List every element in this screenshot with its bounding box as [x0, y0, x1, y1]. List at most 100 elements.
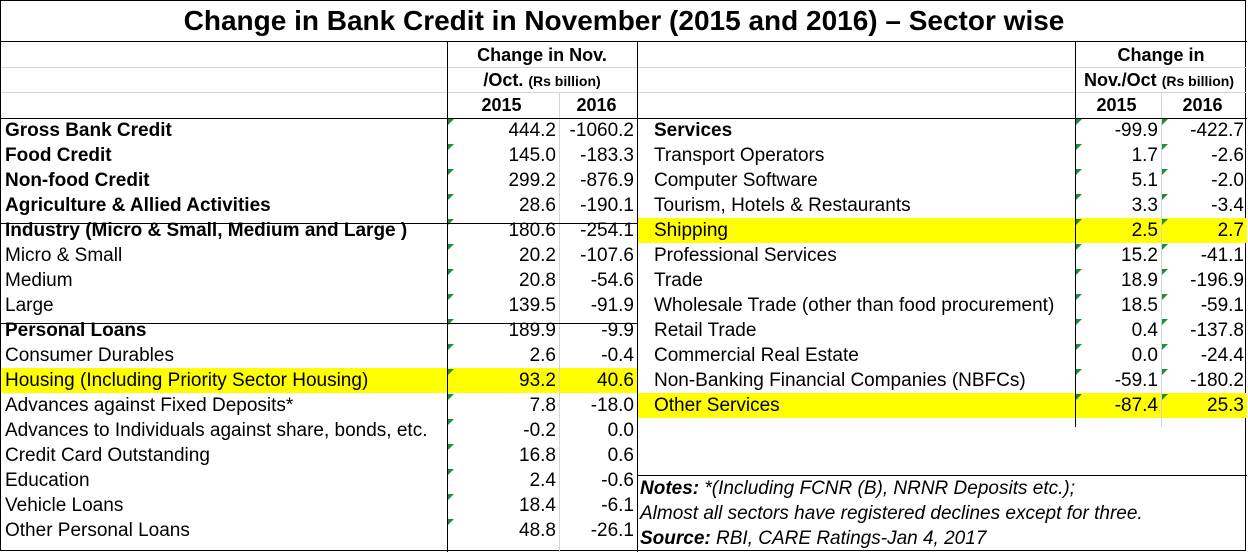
- grid-line: [559, 92, 560, 118]
- cell-marker-icon: [448, 194, 454, 200]
- section-border: [1, 323, 637, 324]
- cell-marker-icon: [448, 344, 454, 350]
- value-2015: 2.6: [529, 345, 556, 366]
- right-header-line2-main: Nov./Oct: [1083, 70, 1157, 90]
- value-2015: 2.4: [529, 470, 556, 491]
- cell-marker-icon: [1162, 394, 1168, 400]
- cell-marker-icon: [1162, 369, 1168, 375]
- table-title: Change in Bank Credit in November (2015 …: [1, 1, 1247, 42]
- cell-marker-icon: [1162, 319, 1168, 325]
- table-row-label: Other Personal Loans: [5, 520, 190, 541]
- table-row-label: Education: [5, 470, 90, 491]
- table-row-label: Commercial Real Estate: [654, 345, 859, 366]
- left-header-unit: (Rs billion): [528, 73, 601, 89]
- table-row-label: Housing (Including Priority Sector Housi…: [1, 368, 447, 393]
- cell-marker-icon: [448, 119, 454, 125]
- right-header-line2: Nov./Oct (Rs billion): [1071, 67, 1247, 93]
- cell-marker-icon: [1076, 244, 1082, 250]
- value-2015: -59.1: [1114, 370, 1158, 391]
- value-2015: 48.8: [519, 520, 556, 541]
- cell-marker-icon: [1076, 344, 1082, 350]
- cell-marker-icon: [1076, 394, 1082, 400]
- cell-marker-icon: [448, 169, 454, 175]
- cell-marker-icon: [448, 319, 454, 325]
- notes-line-1: Notes: *(Including FCNR (B), NRNR Deposi…: [637, 476, 1075, 501]
- notes-text-1: *(Including FCNR (B), NRNR Deposits etc.…: [704, 478, 1075, 499]
- cell-marker-icon: [1076, 319, 1082, 325]
- value-2015: -0.2: [523, 420, 556, 441]
- column-border: [1075, 41, 1076, 427]
- cell-marker-icon: [1076, 269, 1082, 275]
- value-2016: -6.1: [601, 495, 634, 516]
- grid-line: [1, 92, 1247, 93]
- value-2015: 28.6: [519, 195, 556, 216]
- cell-marker-icon: [448, 144, 454, 150]
- section-border: [1, 223, 637, 224]
- value-2015: 18.4: [519, 495, 556, 516]
- value-2016: -54.6: [590, 270, 634, 291]
- cell-marker-icon: [448, 244, 454, 250]
- value-2016: 0.0: [607, 420, 634, 441]
- value-2016: -59.1: [1200, 295, 1244, 316]
- value-2015: 139.5: [508, 295, 556, 316]
- value-2016: -26.1: [590, 520, 634, 541]
- value-2015: 444.2: [508, 120, 556, 141]
- table-row-label: Personal Loans: [5, 320, 147, 341]
- value-2016: -254.1: [580, 220, 634, 241]
- value-2016: -183.3: [580, 145, 634, 166]
- value-2015: 93.2: [447, 368, 559, 393]
- section-border: [637, 475, 1247, 476]
- value-2016: 25.3: [1161, 393, 1247, 418]
- value-2015: 16.8: [519, 445, 556, 466]
- source-label: Source:: [640, 528, 711, 549]
- cell-marker-icon: [448, 369, 454, 375]
- table-row-label: Computer Software: [654, 170, 818, 191]
- table-row-label: Transport Operators: [654, 145, 825, 166]
- cell-marker-icon: [448, 519, 454, 525]
- value-2016: -2.0: [1211, 170, 1244, 191]
- grid-line: [1161, 92, 1162, 118]
- table-row-label: Trade: [654, 270, 703, 291]
- section-border: [1, 118, 637, 119]
- value-2015: 20.8: [519, 270, 556, 291]
- value-2016: -91.9: [590, 295, 634, 316]
- cell-marker-icon: [448, 494, 454, 500]
- value-2016: -0.6: [601, 470, 634, 491]
- cell-marker-icon: [1076, 369, 1082, 375]
- table-row-label: Services: [654, 120, 733, 141]
- value-2015: 3.3: [1131, 195, 1158, 216]
- notes-line-3: Source: RBI, CARE Ratings-Jan 4, 2017: [637, 526, 986, 551]
- cell-marker-icon: [1162, 269, 1168, 275]
- grid-line: [559, 118, 560, 552]
- value-2016: 0.6: [607, 445, 634, 466]
- cell-marker-icon: [1162, 294, 1168, 300]
- value-2015: 189.9: [508, 320, 556, 341]
- value-2015: 0.0: [1131, 345, 1158, 366]
- table-row-label: Micro & Small: [5, 245, 123, 266]
- cell-marker-icon: [448, 269, 454, 275]
- value-2016: -1060.2: [569, 120, 634, 141]
- value-2016: -0.4: [601, 345, 634, 366]
- value-2015: 18.5: [1121, 295, 1158, 316]
- cell-marker-icon: [1076, 169, 1082, 175]
- cell-marker-icon: [1076, 219, 1082, 225]
- value-2015: 0.4: [1131, 320, 1158, 341]
- value-2015: 180.6: [508, 220, 556, 241]
- value-2016: -9.9: [601, 320, 634, 341]
- cell-marker-icon: [1162, 144, 1168, 150]
- column-border: [447, 41, 448, 552]
- left-header-line2: /Oct. (Rs billion): [447, 67, 637, 93]
- notes-line-2: Almost all sectors have registered decli…: [637, 501, 1143, 526]
- left-header-year-2015: 2015: [481, 95, 522, 115]
- value-2015: 20.2: [519, 245, 556, 266]
- table-row-label: Consumer Durables: [5, 345, 174, 366]
- column-border: [637, 41, 638, 552]
- value-2015: 7.8: [529, 395, 556, 416]
- value-2016: -107.6: [580, 245, 634, 266]
- table-row-label: Gross Bank Credit: [5, 120, 172, 141]
- right-header-unit: (Rs billion): [1161, 73, 1235, 89]
- notes-text-2: Almost all sectors have registered decli…: [640, 503, 1143, 524]
- table-row-label: Shipping: [637, 218, 1075, 243]
- cell-marker-icon: [1076, 144, 1082, 150]
